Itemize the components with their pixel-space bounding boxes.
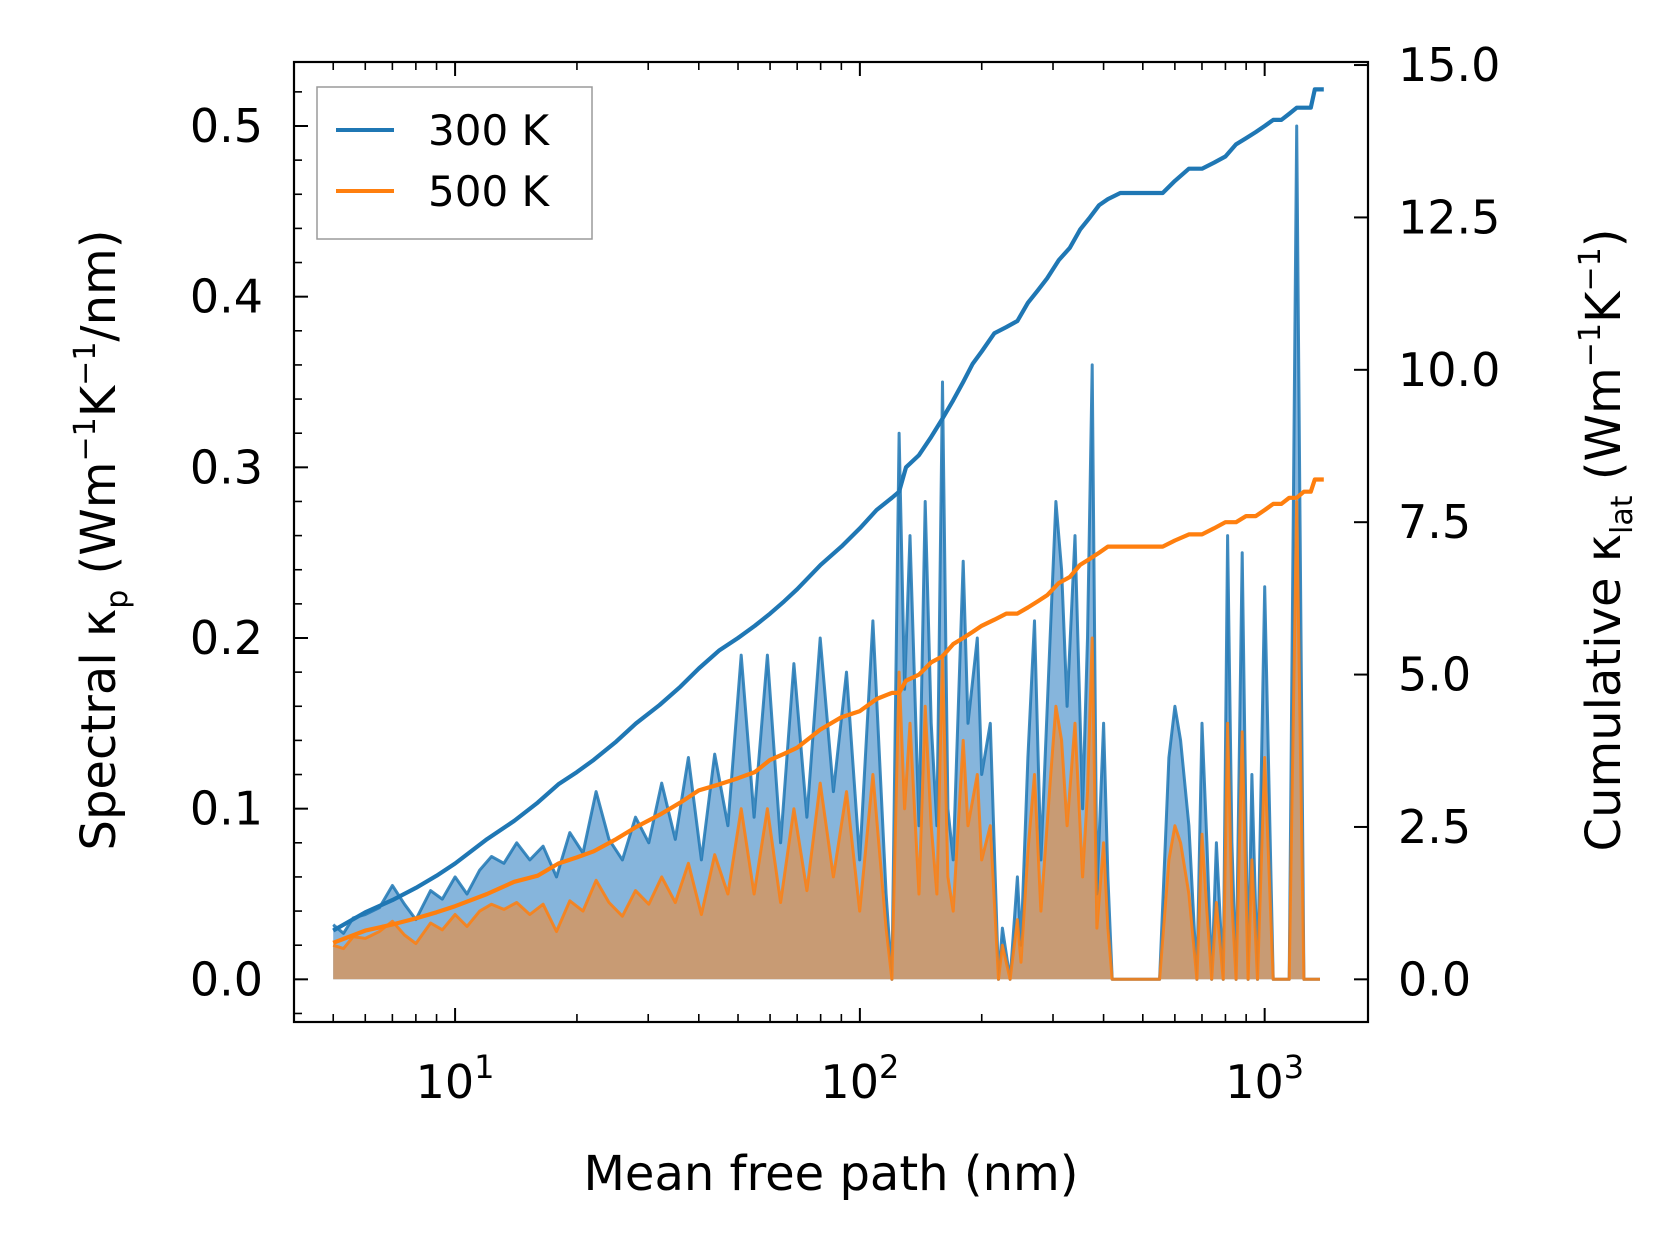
legend-label-500k: 500 K: [428, 167, 551, 216]
left-y-tick-label: 0.2: [190, 611, 263, 665]
plot-frame: [292, 60, 1370, 1024]
cumulative-line-500k: [332, 477, 1324, 945]
left-y-tick-label: 0.0: [190, 952, 263, 1006]
left-y-tick-label: 0.4: [190, 270, 263, 324]
legend-label-300k: 300 K: [428, 106, 551, 155]
right-y-tick-label: 10.0: [1398, 343, 1500, 397]
right-y-tick-label: 7.5: [1398, 495, 1471, 549]
legend-box: [316, 86, 593, 240]
left-y-axis-label: Spectral κp (Wm−1K−1/nm): [68, 230, 135, 851]
tick-marks: [293, 62, 1368, 1022]
left-y-tick-label: 0.5: [190, 99, 263, 153]
right-y-tick-label: 5.0: [1398, 648, 1471, 702]
x-tick-label: 103: [1225, 1048, 1304, 1109]
right-y-axis-label: Cumulative κlat (Wm−1K−1): [1573, 229, 1640, 852]
legend: 300 K 500 K: [316, 86, 593, 240]
plot-series: [332, 87, 1324, 981]
right-y-tick-label: 0.0: [1398, 952, 1471, 1006]
spectral-line-300k: [332, 124, 1320, 981]
spectral-area-500k: [333, 501, 1320, 980]
left-y-tick-label: 0.1: [190, 782, 263, 836]
left-y-tick-label: 0.3: [190, 440, 263, 494]
tick-labels: 101 102 103 0.0 0.1 0.2 0.3 0.4 0.5 0.0 2.5 5.0 7.5 1…: [190, 38, 1501, 1109]
x-tick-label: 102: [820, 1048, 899, 1109]
right-y-tick-label: 2.5: [1398, 800, 1471, 854]
cumulative-line-300k: [332, 87, 1324, 933]
x-tick-label: 101: [416, 1048, 495, 1109]
right-y-tick-label: 15.0: [1398, 38, 1500, 92]
x-axis-label: Mean free path (nm): [584, 1146, 1079, 1202]
right-y-tick-label: 12.5: [1398, 190, 1500, 244]
spectral-line-500k: [332, 500, 1320, 981]
